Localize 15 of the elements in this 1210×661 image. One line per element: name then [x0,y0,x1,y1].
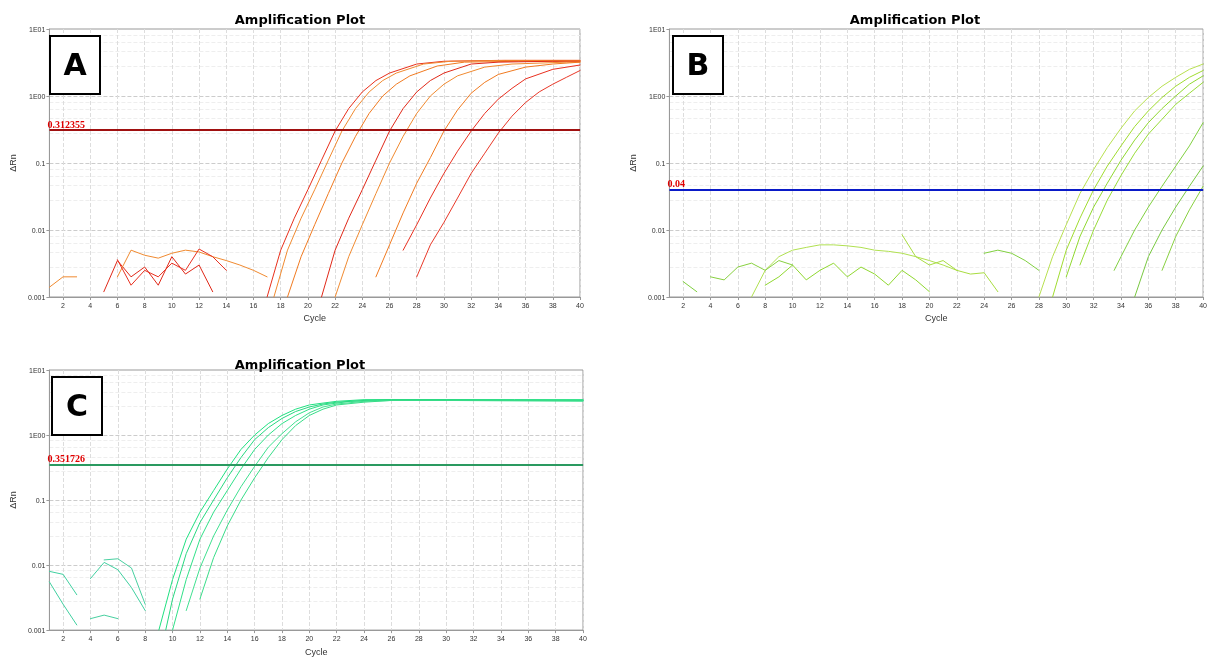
x-axis-title: Cycle [925,313,948,324]
y-axis-title: ΔRn [627,154,638,172]
chart-title: Amplification Plot [234,357,366,372]
x-axis-title: Cycle [304,646,328,657]
annotation: B [672,35,724,95]
ref-line-label: 0.312355 [47,118,85,130]
chart-title: Amplification Plot [234,12,366,27]
x-axis-title: Cycle [303,313,326,324]
y-axis-title: ΔRn [7,491,18,509]
annotation: C [51,376,103,436]
annotation: A [49,35,101,95]
chart-title: Amplification Plot [849,12,981,27]
ref-line-label: 0.04 [667,178,685,190]
ref-line-label: 0.351726 [47,453,85,465]
y-axis-title: ΔRn [7,154,18,172]
